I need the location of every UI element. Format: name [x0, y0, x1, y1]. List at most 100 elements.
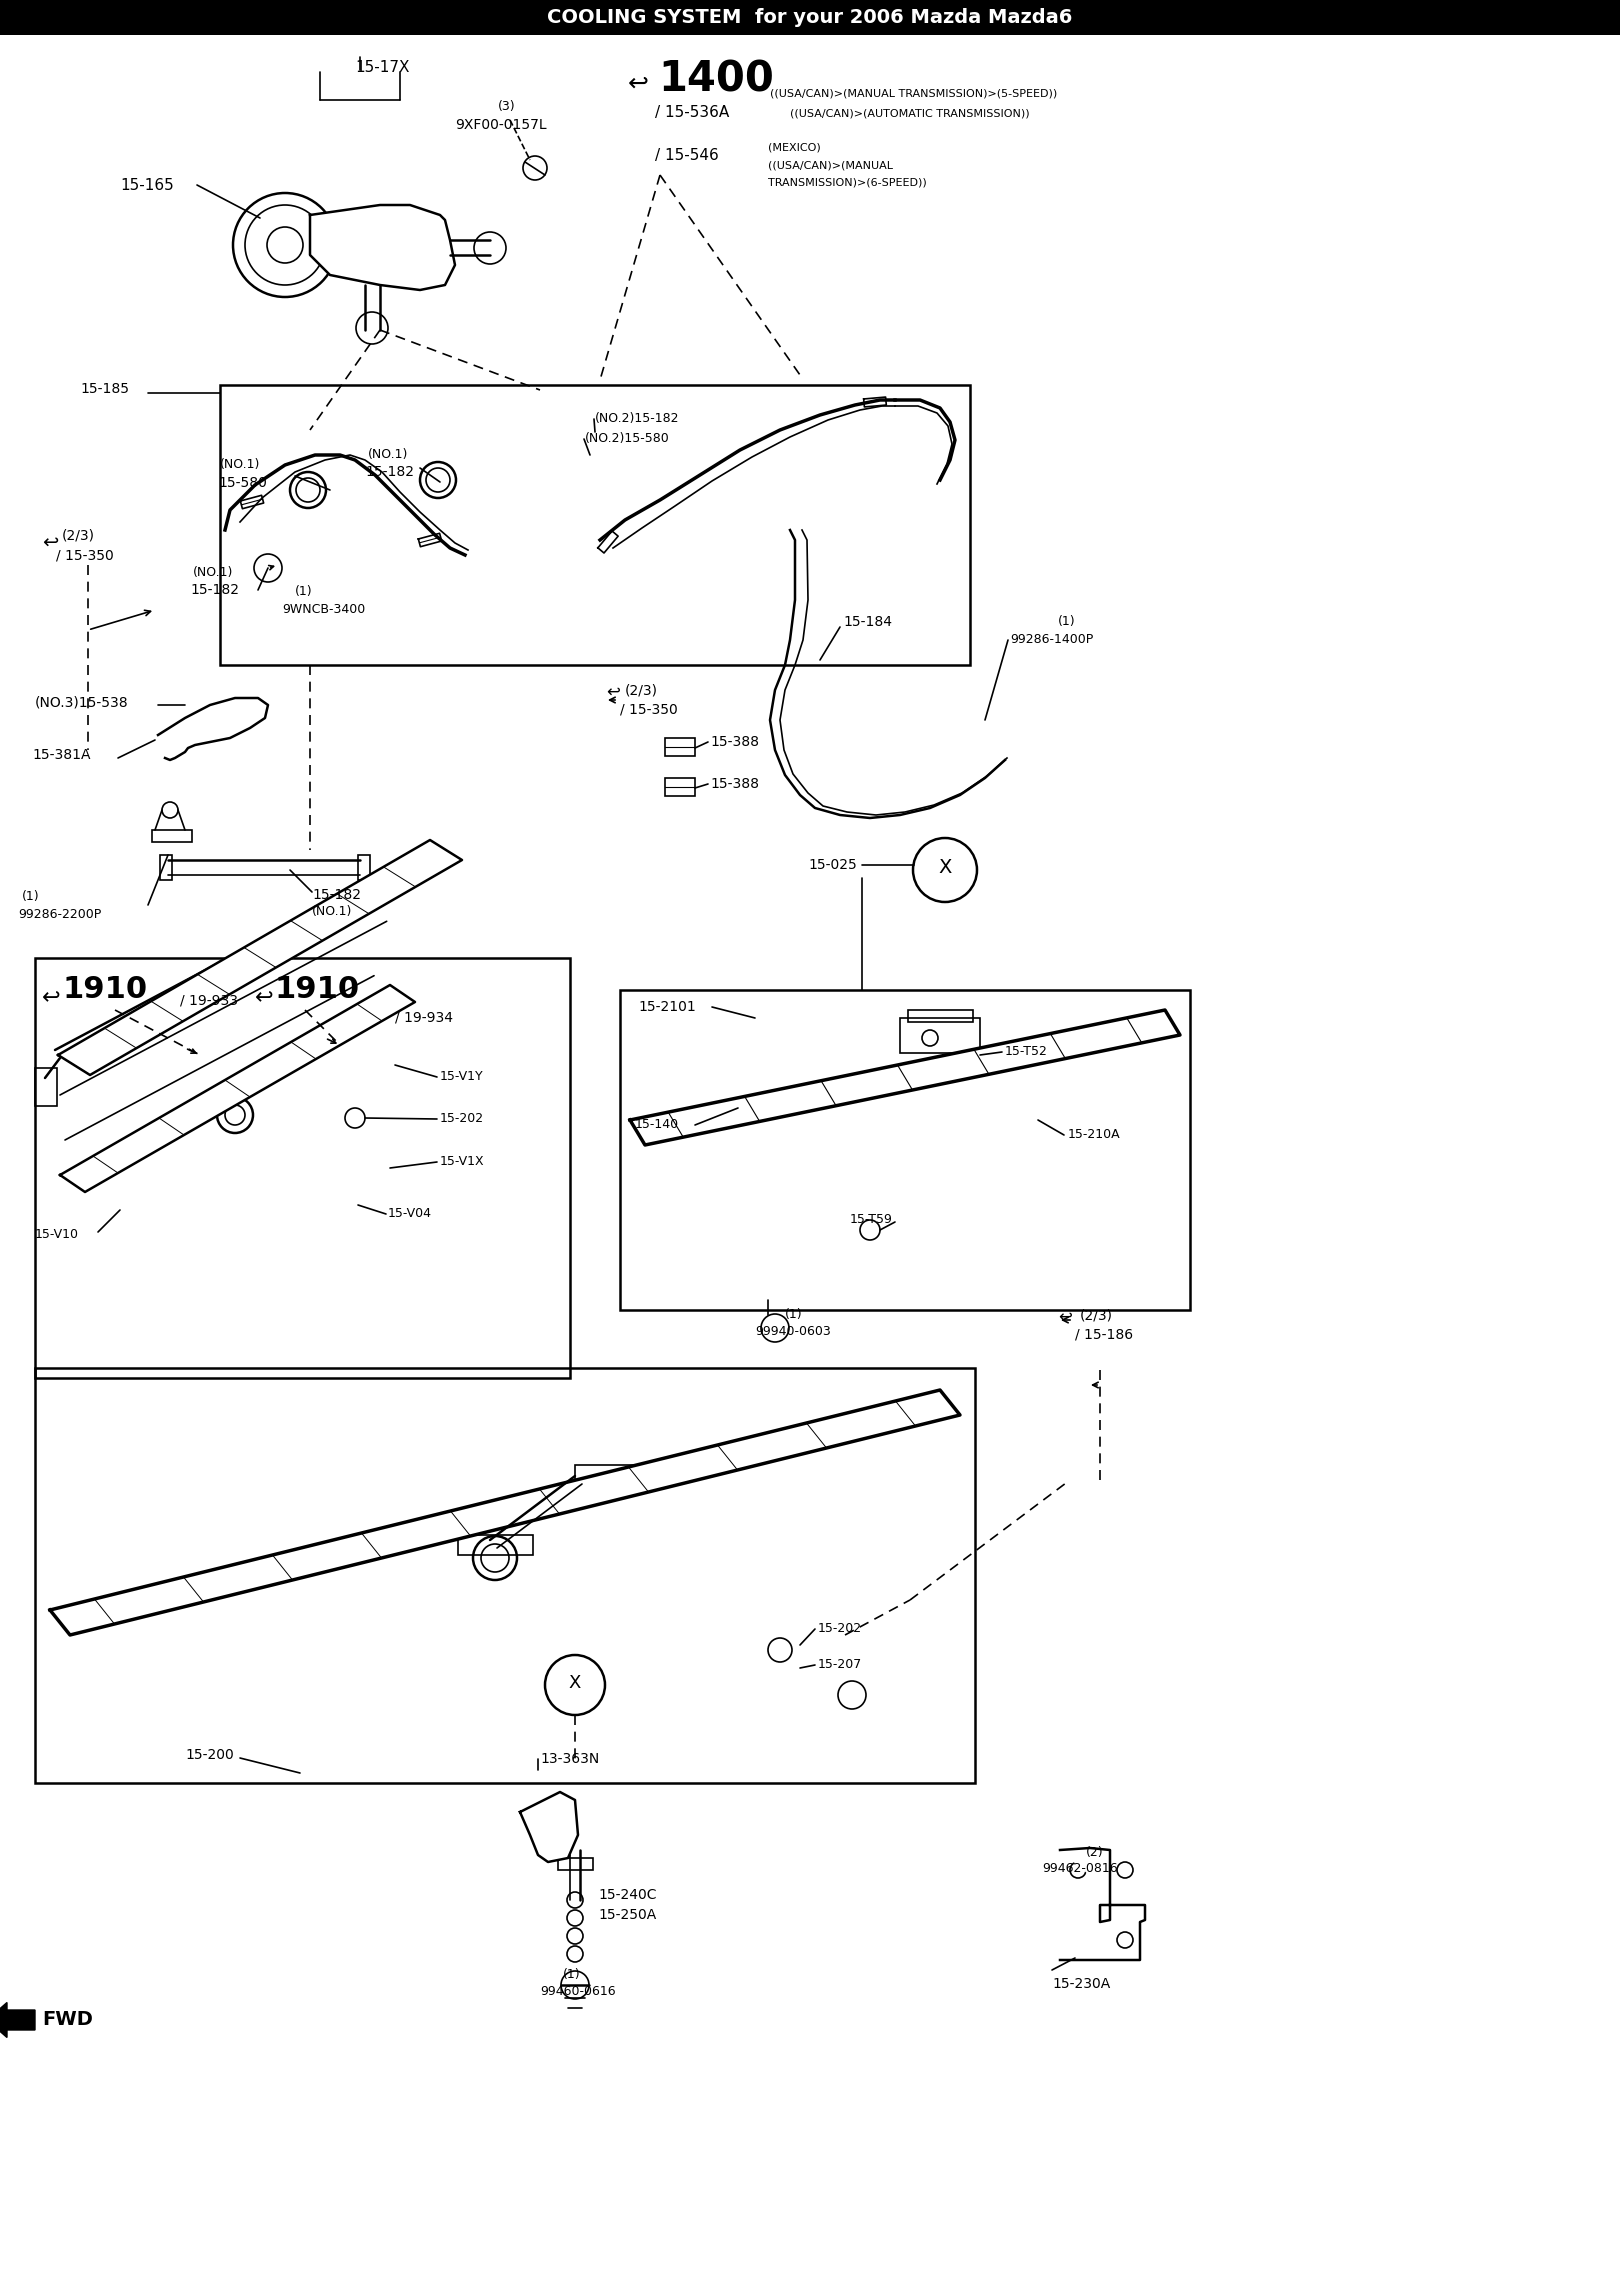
Text: / 15-546: / 15-546 — [654, 148, 719, 164]
Bar — [575, 1466, 664, 1486]
Text: ((USA/CAN)>(MANUAL: ((USA/CAN)>(MANUAL — [768, 159, 893, 171]
Text: 15-V04: 15-V04 — [389, 1206, 433, 1220]
Text: 15-165: 15-165 — [120, 178, 173, 193]
Bar — [664, 737, 695, 756]
Polygon shape — [50, 1391, 961, 1634]
Text: ↩: ↩ — [42, 988, 60, 1008]
Text: 15-V1X: 15-V1X — [441, 1154, 484, 1168]
Text: 15-200: 15-200 — [185, 1748, 233, 1762]
Text: X: X — [938, 858, 951, 876]
Text: / 15-350: / 15-350 — [57, 549, 113, 562]
Text: X: X — [569, 1675, 582, 1691]
Text: 15-T52: 15-T52 — [1004, 1045, 1048, 1058]
Text: ↩: ↩ — [254, 988, 274, 1008]
Polygon shape — [1059, 1848, 1145, 1921]
Bar — [36, 1067, 57, 1106]
Bar — [358, 856, 369, 881]
Text: 15-V10: 15-V10 — [36, 1229, 79, 1240]
Text: 15-182: 15-182 — [313, 888, 361, 901]
Text: 15-2101: 15-2101 — [638, 999, 695, 1015]
Text: ↩: ↩ — [629, 73, 650, 96]
Text: 99940-0603: 99940-0603 — [755, 1325, 831, 1338]
Polygon shape — [520, 1791, 578, 1862]
Text: 99286-2200P: 99286-2200P — [18, 908, 100, 922]
Text: 15-140: 15-140 — [635, 1118, 679, 1131]
Bar — [620, 990, 1191, 1311]
Bar — [0, 0, 1620, 34]
Text: 15-250A: 15-250A — [598, 1907, 656, 1921]
Text: / 19-933: / 19-933 — [180, 992, 238, 1006]
Text: 15-V1Y: 15-V1Y — [441, 1070, 484, 1083]
Text: 15-210A: 15-210A — [1068, 1129, 1121, 1140]
Text: 9XF00-0157L: 9XF00-0157L — [455, 118, 546, 132]
Polygon shape — [630, 1011, 1179, 1145]
Text: (NO.2)15-182: (NO.2)15-182 — [595, 412, 679, 426]
Text: (MEXICO): (MEXICO) — [768, 141, 821, 152]
Text: (NO.2)15-580: (NO.2)15-580 — [585, 432, 669, 446]
Text: TRANSMISSION)>(6-SPEED)): TRANSMISSION)>(6-SPEED)) — [768, 178, 927, 187]
Text: 1910: 1910 — [62, 974, 147, 1004]
Text: (1): (1) — [295, 585, 313, 599]
Bar — [901, 1017, 980, 1054]
FancyArrow shape — [0, 2003, 36, 2037]
Text: ↩: ↩ — [606, 683, 620, 701]
Text: 15-388: 15-388 — [710, 776, 760, 792]
Polygon shape — [309, 205, 455, 289]
Text: (NO.1): (NO.1) — [368, 448, 408, 462]
Bar — [458, 1534, 533, 1555]
Polygon shape — [58, 840, 462, 1074]
Text: COOLING SYSTEM  for your 2006 Mazda Mazda6: COOLING SYSTEM for your 2006 Mazda Mazda… — [548, 7, 1072, 27]
Text: (1): (1) — [564, 1969, 582, 1980]
Text: 15-580: 15-580 — [219, 476, 267, 489]
Bar — [36, 1368, 975, 1782]
Text: / 15-350: / 15-350 — [620, 701, 677, 717]
Text: 15-202: 15-202 — [441, 1113, 484, 1124]
Text: 15-202: 15-202 — [818, 1623, 862, 1634]
Text: 1400: 1400 — [658, 57, 774, 100]
Text: 15-388: 15-388 — [710, 735, 760, 749]
Text: (NO.1): (NO.1) — [313, 906, 353, 917]
Text: FWD: FWD — [42, 2010, 92, 2028]
Text: / 15-186: / 15-186 — [1076, 1327, 1132, 1341]
Text: 15-T59: 15-T59 — [850, 1213, 893, 1227]
Text: 15-240C: 15-240C — [598, 1889, 656, 1903]
Bar — [557, 1857, 593, 1871]
Text: (2): (2) — [1085, 1846, 1103, 1859]
Text: (NO.1): (NO.1) — [193, 567, 233, 578]
Text: (NO.1): (NO.1) — [220, 457, 261, 471]
Text: 1910: 1910 — [275, 974, 360, 1004]
Polygon shape — [60, 986, 415, 1193]
Text: (2/3): (2/3) — [1081, 1309, 1113, 1322]
Text: 99286-1400P: 99286-1400P — [1009, 633, 1094, 646]
Text: (2/3): (2/3) — [625, 683, 658, 696]
Bar — [907, 1011, 974, 1022]
Text: ((USA/CAN)>(MANUAL TRANSMISSION)>(5-SPEED)): ((USA/CAN)>(MANUAL TRANSMISSION)>(5-SPEE… — [770, 89, 1058, 98]
Bar — [664, 778, 695, 797]
Text: 15-182: 15-182 — [190, 583, 240, 596]
Text: 15-184: 15-184 — [842, 615, 893, 628]
Text: 15-025: 15-025 — [808, 858, 857, 872]
Text: (1): (1) — [23, 890, 39, 904]
Text: 15-17X: 15-17X — [355, 59, 410, 75]
Text: (1): (1) — [1058, 615, 1076, 628]
Text: ↩: ↩ — [1058, 1309, 1072, 1327]
Bar — [160, 856, 172, 881]
Text: (1): (1) — [786, 1309, 802, 1320]
Bar — [220, 385, 970, 665]
Text: 9WNCB-3400: 9WNCB-3400 — [282, 603, 364, 617]
Text: 15-230A: 15-230A — [1051, 1978, 1110, 1992]
Text: / 19-934: / 19-934 — [395, 1011, 454, 1024]
Text: (2/3): (2/3) — [62, 528, 96, 542]
Text: ↩: ↩ — [42, 533, 58, 553]
Bar — [152, 831, 193, 842]
Text: / 15-536A: / 15-536A — [654, 105, 729, 121]
Text: (3): (3) — [497, 100, 515, 114]
Text: (NO.3)15-538: (NO.3)15-538 — [36, 694, 128, 710]
Text: 15-207: 15-207 — [818, 1657, 862, 1671]
Text: 99462-0816: 99462-0816 — [1042, 1862, 1118, 1875]
Text: 15-182: 15-182 — [364, 464, 415, 478]
Text: 15-185: 15-185 — [79, 382, 130, 396]
Text: 99460-0616: 99460-0616 — [539, 1985, 616, 1998]
Text: 15-381A: 15-381A — [32, 749, 91, 762]
Text: ((USA/CAN)>(AUTOMATIC TRANSMISSION)): ((USA/CAN)>(AUTOMATIC TRANSMISSION)) — [791, 107, 1030, 118]
